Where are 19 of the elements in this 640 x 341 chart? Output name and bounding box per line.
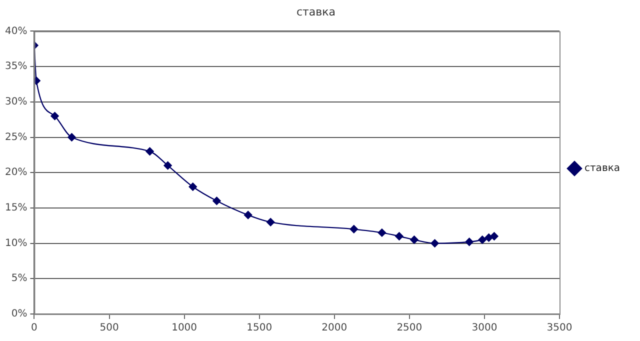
x-tick-label: 3500 xyxy=(546,322,572,334)
x-tick-label: 0 xyxy=(31,322,38,334)
x-tick-label: 2000 xyxy=(322,322,348,334)
y-tick-label: 0% xyxy=(11,308,28,320)
y-tick-label: 40% xyxy=(4,26,28,37)
y-tick-label: 20% xyxy=(4,167,28,178)
legend-label: ставка xyxy=(584,163,620,174)
chart-title: ставка xyxy=(296,5,336,18)
y-tick-label: 35% xyxy=(4,61,28,72)
x-tick-label: 3000 xyxy=(472,322,498,334)
y-tick-label: 10% xyxy=(4,238,28,249)
y-tick-label: 30% xyxy=(4,96,28,108)
x-tick-label: 2500 xyxy=(396,322,422,334)
y-tick-label: 5% xyxy=(11,273,28,284)
y-tick-label: 25% xyxy=(4,132,28,143)
x-tick-label: 1500 xyxy=(246,322,272,334)
x-tick-label: 500 xyxy=(100,322,119,334)
x-tick-label: 1000 xyxy=(172,322,198,334)
y-tick-label: 15% xyxy=(4,202,28,214)
